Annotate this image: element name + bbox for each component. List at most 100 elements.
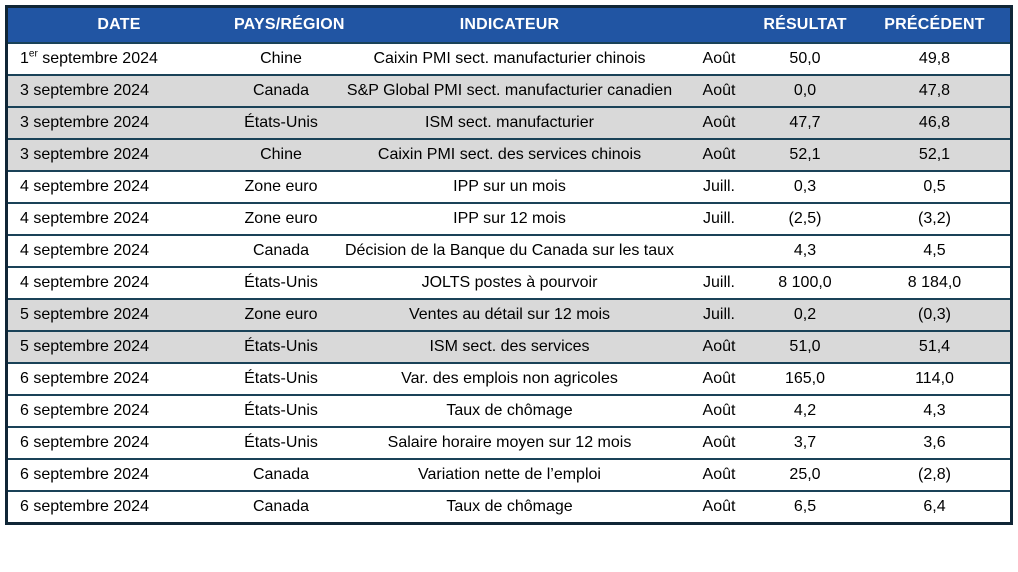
cell-date: 4 septembre 2024 (8, 202, 230, 235)
header-pays-region: PAYS/RÉGION (230, 8, 344, 43)
cell-indicateur: Caixin PMI sect. des services chinois (332, 138, 687, 171)
cell-date: 6 septembre 2024 (8, 458, 230, 491)
cell-indicateur: Ventes au détail sur 12 mois (332, 298, 687, 331)
cell-date: 5 septembre 2024 (8, 330, 230, 363)
cell-date-sup: er (28, 48, 38, 60)
cell-indicateur: Variation nette de l’emploi (332, 458, 687, 491)
table-row: 6 septembre 2024 Canada Taux de chômage … (8, 490, 1010, 522)
cell-resultat: 0,3 (751, 170, 859, 203)
cell-resultat: 8 100,0 (751, 266, 859, 299)
cell-date-main: 4 septembre 2024 (20, 242, 149, 259)
header-precedent: PRÉCÉDENT (859, 8, 1010, 43)
cell-pays: Chine (230, 42, 332, 75)
cell-date: 4 septembre 2024 (8, 266, 230, 299)
cell-indicateur: Salaire horaire moyen sur 12 mois (332, 426, 687, 459)
cell-date: 3 septembre 2024 (8, 74, 230, 107)
cell-indicateur: JOLTS postes à pourvoir (332, 266, 687, 299)
header-row: DATE PAYS/RÉGION INDICATEUR RÉSULTAT PRÉ… (8, 8, 1010, 43)
cell-date: 1er septembre 2024 (8, 42, 230, 75)
header-periode-empty (687, 8, 751, 43)
cell-date-main: 6 septembre 2024 (20, 498, 149, 515)
table-row: 6 septembre 2024 États-Unis Taux de chôm… (8, 394, 1010, 427)
table-row: 5 septembre 2024 États-Unis ISM sect. de… (8, 330, 1010, 363)
cell-periode: Août (687, 138, 751, 171)
cell-precedent: 4,3 (859, 394, 1010, 427)
cell-pays: Zone euro (230, 170, 332, 203)
cell-date: 6 septembre 2024 (8, 490, 230, 522)
cell-date-main: 4 septembre 2024 (20, 210, 149, 227)
cell-precedent: 47,8 (859, 74, 1010, 107)
cell-indicateur: Var. des emplois non agricoles (332, 362, 687, 395)
table-row: 3 septembre 2024 Chine Caixin PMI sect. … (8, 138, 1010, 171)
cell-resultat: (2,5) (751, 202, 859, 235)
cell-indicateur: Taux de chômage (332, 490, 687, 522)
cell-pays: États-Unis (230, 330, 332, 363)
economic-calendar-table-frame: DATE PAYS/RÉGION INDICATEUR RÉSULTAT PRÉ… (5, 5, 1013, 525)
table-row: 6 septembre 2024 Canada Variation nette … (8, 458, 1010, 491)
cell-periode: Août (687, 74, 751, 107)
cell-pays: Zone euro (230, 298, 332, 331)
cell-resultat: 165,0 (751, 362, 859, 395)
cell-precedent: 8 184,0 (859, 266, 1010, 299)
cell-resultat: 6,5 (751, 490, 859, 522)
cell-pays: Canada (230, 458, 332, 491)
table-row: 6 septembre 2024 États-Unis Salaire hora… (8, 426, 1010, 459)
header-date: DATE (8, 8, 230, 43)
cell-pays: Canada (230, 490, 332, 522)
cell-precedent: 3,6 (859, 426, 1010, 459)
cell-date-main: 6 septembre 2024 (20, 434, 149, 451)
table-row: 3 septembre 2024 États-Unis ISM sect. ma… (8, 106, 1010, 139)
cell-resultat: 4,3 (751, 234, 859, 267)
cell-date-main: 4 septembre 2024 (20, 274, 149, 291)
cell-date-main: 3 septembre 2024 (20, 114, 149, 131)
cell-date: 3 septembre 2024 (8, 106, 230, 139)
cell-pays: Chine (230, 138, 332, 171)
cell-resultat: 0,2 (751, 298, 859, 331)
cell-date-main: 3 septembre 2024 (20, 82, 149, 99)
cell-resultat: 3,7 (751, 426, 859, 459)
cell-periode: Août (687, 42, 751, 75)
cell-indicateur: IPP sur 12 mois (332, 202, 687, 235)
cell-periode: Juill. (687, 202, 751, 235)
table-row: 5 septembre 2024 Zone euro Ventes au dét… (8, 298, 1010, 331)
cell-date: 6 septembre 2024 (8, 394, 230, 427)
table-row: 4 septembre 2024 Zone euro IPP sur 12 mo… (8, 202, 1010, 235)
cell-date-main: 5 septembre 2024 (20, 338, 149, 355)
cell-pays: Canada (230, 74, 332, 107)
cell-precedent: (2,8) (859, 458, 1010, 491)
cell-precedent: 4,5 (859, 234, 1010, 267)
cell-periode: Août (687, 362, 751, 395)
cell-date-main: 4 septembre 2024 (20, 178, 149, 195)
cell-periode: Août (687, 426, 751, 459)
cell-date-rest: septembre 2024 (37, 50, 158, 67)
cell-pays: Zone euro (230, 202, 332, 235)
cell-precedent: (0,3) (859, 298, 1010, 331)
cell-periode: Août (687, 394, 751, 427)
cell-resultat: 47,7 (751, 106, 859, 139)
cell-date-main: 5 septembre 2024 (20, 306, 149, 323)
cell-pays: États-Unis (230, 266, 332, 299)
table-row: 3 septembre 2024 Canada S&P Global PMI s… (8, 74, 1010, 107)
table-row: 4 septembre 2024 Zone euro IPP sur un mo… (8, 170, 1010, 203)
cell-date-main: 1 (20, 50, 29, 67)
cell-resultat: 25,0 (751, 458, 859, 491)
cell-indicateur: ISM sect. manufacturier (332, 106, 687, 139)
header-resultat: RÉSULTAT (751, 8, 859, 43)
cell-periode: Juill. (687, 298, 751, 331)
cell-pays: États-Unis (230, 426, 332, 459)
cell-precedent: 51,4 (859, 330, 1010, 363)
cell-pays: États-Unis (230, 106, 332, 139)
cell-precedent: (3,2) (859, 202, 1010, 235)
cell-resultat: 52,1 (751, 138, 859, 171)
cell-indicateur: ISM sect. des services (332, 330, 687, 363)
cell-resultat: 50,0 (751, 42, 859, 75)
table-row: 4 septembre 2024 Canada Décision de la B… (8, 234, 1010, 267)
cell-resultat: 51,0 (751, 330, 859, 363)
cell-date: 4 septembre 2024 (8, 234, 230, 267)
cell-pays: États-Unis (230, 362, 332, 395)
cell-date-main: 6 septembre 2024 (20, 370, 149, 387)
cell-precedent: 6,4 (859, 490, 1010, 522)
header-indicateur: INDICATEUR (332, 8, 687, 43)
cell-date: 5 septembre 2024 (8, 298, 230, 331)
cell-indicateur: Taux de chômage (332, 394, 687, 427)
